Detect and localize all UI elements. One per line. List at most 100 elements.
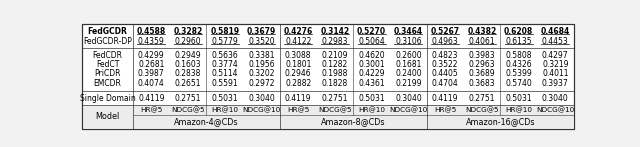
- Text: 0.4823: 0.4823: [432, 51, 458, 60]
- Text: 0.3520: 0.3520: [248, 37, 275, 46]
- Text: NDCG@10: NDCG@10: [536, 107, 575, 113]
- Text: 0.4453: 0.4453: [542, 37, 569, 46]
- Text: Amazon-16@CDs: Amazon-16@CDs: [465, 117, 535, 126]
- Text: 0.4074: 0.4074: [138, 79, 164, 88]
- Text: 0.4359: 0.4359: [138, 37, 164, 46]
- Text: 0.1282: 0.1282: [322, 60, 348, 69]
- Text: 0.5819: 0.5819: [210, 27, 239, 36]
- Text: 0.1828: 0.1828: [322, 79, 348, 88]
- Text: 0.4122: 0.4122: [285, 37, 312, 46]
- Text: 0.5031: 0.5031: [505, 94, 532, 103]
- Bar: [83, 105, 573, 128]
- Text: 0.2681: 0.2681: [138, 60, 164, 69]
- Text: 0.4061: 0.4061: [468, 37, 495, 46]
- Text: 0.3987: 0.3987: [138, 69, 164, 78]
- Text: 0.4588: 0.4588: [137, 27, 166, 36]
- Text: Model: Model: [95, 112, 120, 121]
- Text: 0.4011: 0.4011: [542, 69, 568, 78]
- Text: 0.5591: 0.5591: [211, 79, 238, 88]
- Text: 0.4119: 0.4119: [138, 94, 164, 103]
- Text: HR@10: HR@10: [505, 107, 532, 113]
- Text: 0.6208: 0.6208: [504, 27, 533, 36]
- Text: 0.5399: 0.5399: [505, 69, 532, 78]
- Text: 0.3937: 0.3937: [542, 79, 569, 88]
- Text: 0.4276: 0.4276: [284, 27, 313, 36]
- Text: 0.3202: 0.3202: [248, 69, 275, 78]
- Text: 0.4361: 0.4361: [358, 79, 385, 88]
- Text: 0.3679: 0.3679: [247, 27, 276, 36]
- Text: 0.2400: 0.2400: [395, 69, 422, 78]
- Text: NDCG@5: NDCG@5: [465, 107, 499, 113]
- Text: NDCG@5: NDCG@5: [172, 107, 205, 113]
- Text: 0.2600: 0.2600: [395, 51, 422, 60]
- Text: HR@5: HR@5: [434, 107, 456, 113]
- Text: 0.2199: 0.2199: [395, 79, 422, 88]
- Text: 0.5779: 0.5779: [211, 37, 238, 46]
- Text: 0.5740: 0.5740: [505, 79, 532, 88]
- Text: 0.4229: 0.4229: [358, 69, 385, 78]
- Text: 0.2946: 0.2946: [285, 69, 312, 78]
- Text: HR@10: HR@10: [211, 107, 238, 113]
- Text: 0.4299: 0.4299: [138, 51, 164, 60]
- Text: 0.2109: 0.2109: [322, 51, 348, 60]
- Text: 0.2963: 0.2963: [468, 60, 495, 69]
- Text: 0.3219: 0.3219: [542, 60, 568, 69]
- Text: 0.4684: 0.4684: [541, 27, 570, 36]
- Text: 0.2983: 0.2983: [322, 37, 348, 46]
- Text: 0.3683: 0.3683: [468, 79, 495, 88]
- Text: Amazon-4@CDs: Amazon-4@CDs: [174, 117, 239, 126]
- Text: FedGCDR: FedGCDR: [88, 27, 127, 36]
- Text: 0.2751: 0.2751: [175, 94, 201, 103]
- Text: 0.6135: 0.6135: [505, 37, 532, 46]
- Text: HR@5: HR@5: [140, 107, 163, 113]
- Text: 0.3040: 0.3040: [248, 94, 275, 103]
- Text: 0.2882: 0.2882: [285, 79, 311, 88]
- Text: 0.3040: 0.3040: [542, 94, 569, 103]
- Text: 0.3689: 0.3689: [468, 69, 495, 78]
- Text: 0.5114: 0.5114: [211, 69, 238, 78]
- Text: HR@5: HR@5: [287, 107, 309, 113]
- Text: 0.5808: 0.5808: [506, 51, 532, 60]
- Text: Single Domain: Single Domain: [80, 94, 136, 103]
- Text: 0.5636: 0.5636: [211, 51, 238, 60]
- Text: 0.1988: 0.1988: [322, 69, 348, 78]
- Text: 0.4405: 0.4405: [432, 69, 458, 78]
- Text: HR@10: HR@10: [358, 107, 385, 113]
- Text: 0.3522: 0.3522: [432, 60, 458, 69]
- Text: 0.3282: 0.3282: [173, 27, 203, 36]
- Text: 0.3088: 0.3088: [285, 51, 312, 60]
- Text: 0.5031: 0.5031: [211, 94, 238, 103]
- Text: FedCT: FedCT: [96, 60, 119, 69]
- Text: PriCDR: PriCDR: [94, 69, 121, 78]
- Text: 0.2972: 0.2972: [248, 79, 275, 88]
- Text: Amazon-8@CDs: Amazon-8@CDs: [321, 117, 385, 126]
- Text: NDCG@5: NDCG@5: [318, 107, 352, 113]
- Text: 0.4620: 0.4620: [358, 51, 385, 60]
- Text: 0.4297: 0.4297: [542, 51, 568, 60]
- Text: 0.2960: 0.2960: [175, 37, 202, 46]
- Text: 0.4119: 0.4119: [432, 94, 458, 103]
- Text: 0.2838: 0.2838: [175, 69, 201, 78]
- Text: EMCDR: EMCDR: [93, 79, 122, 88]
- Text: 0.3142: 0.3142: [321, 27, 349, 36]
- Text: 0.5064: 0.5064: [358, 37, 385, 46]
- Text: 0.5267: 0.5267: [431, 27, 460, 36]
- Text: NDCG@10: NDCG@10: [389, 107, 428, 113]
- Text: 0.3381: 0.3381: [248, 51, 275, 60]
- Text: 0.1956: 0.1956: [248, 60, 275, 69]
- Text: FedCDR: FedCDR: [93, 51, 123, 60]
- Text: 0.4963: 0.4963: [432, 37, 458, 46]
- Text: 0.2949: 0.2949: [175, 51, 202, 60]
- Text: 0.5270: 0.5270: [357, 27, 386, 36]
- Text: 0.4704: 0.4704: [432, 79, 458, 88]
- Text: 0.1603: 0.1603: [175, 60, 202, 69]
- Text: 0.3040: 0.3040: [395, 94, 422, 103]
- Text: 0.3001: 0.3001: [358, 60, 385, 69]
- Text: 0.2751: 0.2751: [468, 94, 495, 103]
- Text: 0.3774: 0.3774: [211, 60, 238, 69]
- Text: 0.2751: 0.2751: [322, 94, 348, 103]
- Text: 0.3464: 0.3464: [394, 27, 423, 36]
- Text: 0.1681: 0.1681: [396, 60, 422, 69]
- Text: 0.5031: 0.5031: [358, 94, 385, 103]
- Text: NDCG@10: NDCG@10: [243, 107, 280, 113]
